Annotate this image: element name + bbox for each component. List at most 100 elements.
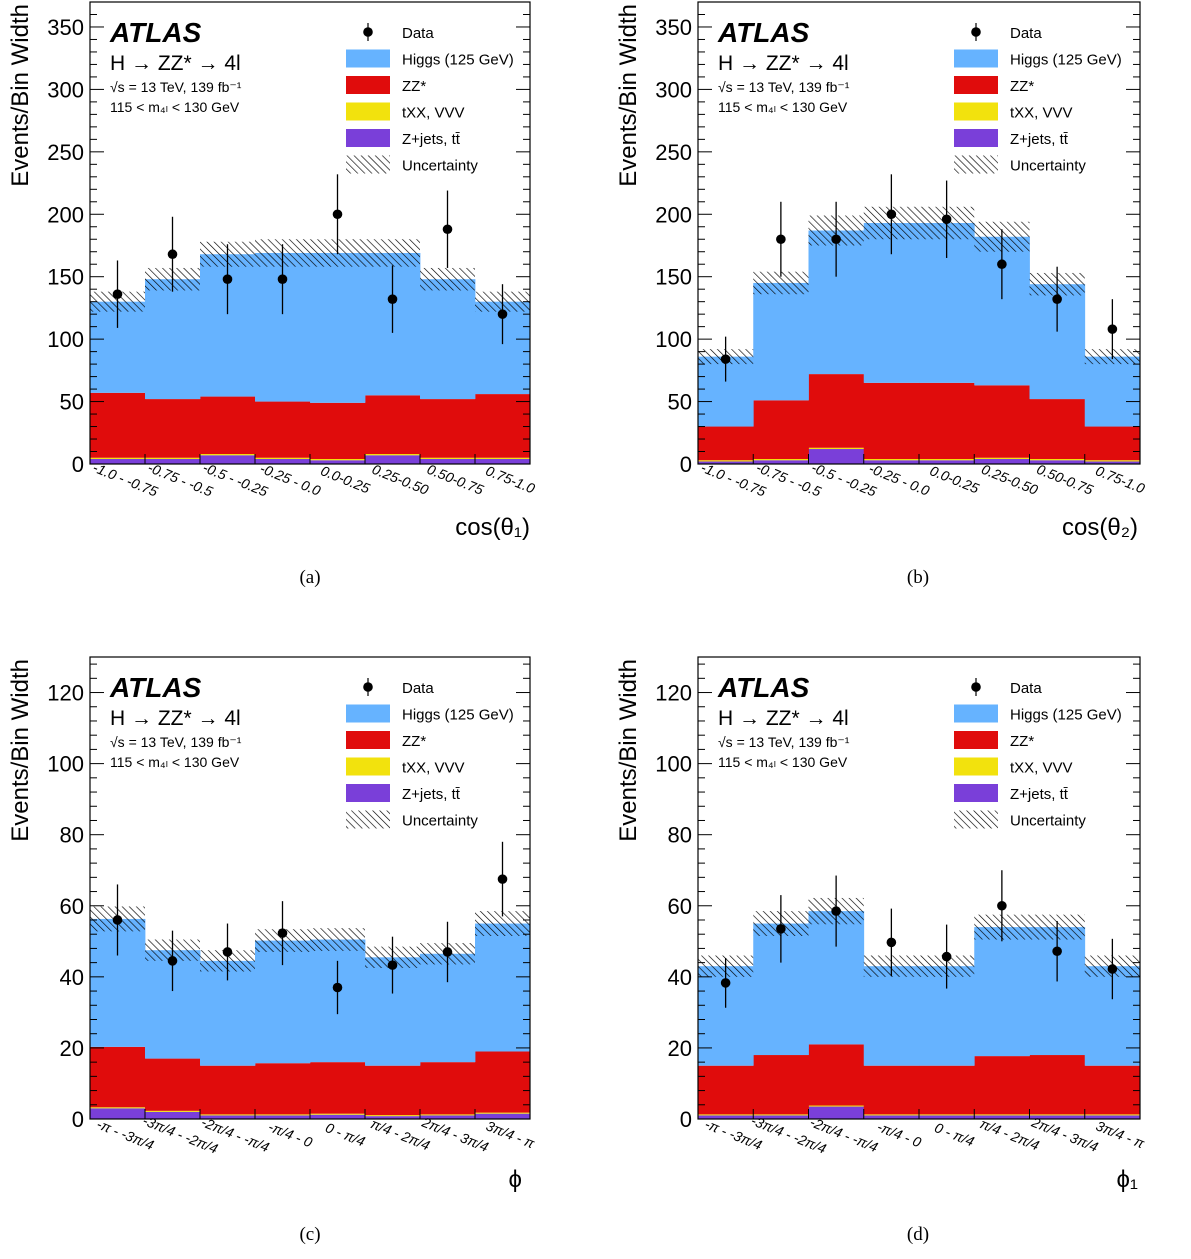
y-tick-label: 350 bbox=[47, 15, 84, 40]
bar-zjets-4 bbox=[255, 1115, 311, 1119]
data-point-4 bbox=[277, 928, 288, 938]
legend-label-higgs: Higgs (125 GeV) bbox=[1010, 52, 1122, 69]
bar-zjets-3 bbox=[200, 455, 256, 464]
legend-label-zz: ZZ* bbox=[402, 78, 426, 95]
bar-zjets-8 bbox=[1084, 461, 1141, 464]
legend-uncertainty-swatch bbox=[346, 810, 390, 829]
mass-window-label: 115 < m₄ₗ < 130 GeV bbox=[110, 99, 240, 115]
y-tick-label: 60 bbox=[60, 894, 84, 919]
legend-label-zjets: Z+jets, tt̄ bbox=[1010, 786, 1069, 803]
bar-txx-5 bbox=[310, 459, 366, 461]
bar-zjets-2 bbox=[753, 460, 809, 464]
bar-zz-8 bbox=[1084, 1065, 1141, 1115]
legend-label-unc: Uncertainty bbox=[402, 813, 478, 830]
y-tick-label: 80 bbox=[60, 823, 84, 848]
y-tick-label: 150 bbox=[47, 265, 84, 290]
panel-caption: (a) bbox=[299, 567, 320, 588]
data-point-3 bbox=[831, 234, 841, 245]
bar-txx-3 bbox=[808, 1105, 865, 1107]
data-point-1 bbox=[720, 978, 731, 988]
legend-label-unc: Uncertainty bbox=[402, 158, 478, 175]
x-tick-label: 0.50-0.75 bbox=[1035, 461, 1096, 498]
panel-caption: (d) bbox=[907, 1224, 929, 1245]
y-tick-label: 200 bbox=[655, 202, 692, 227]
bar-zjets-7 bbox=[420, 459, 476, 464]
data-point-1 bbox=[112, 289, 123, 299]
bar-zz-7 bbox=[1029, 399, 1086, 460]
y-tick-label: 0 bbox=[72, 452, 84, 477]
bar-txx-1 bbox=[698, 1114, 754, 1116]
y-tick-label: 0 bbox=[72, 1107, 84, 1132]
mass-window-label: 115 < m₄ₗ < 130 GeV bbox=[110, 754, 240, 770]
bar-zz-7 bbox=[1029, 1055, 1086, 1115]
bar-txx-5 bbox=[310, 1113, 366, 1115]
legend-uncertainty-swatch bbox=[954, 810, 998, 829]
bar-zz-5 bbox=[310, 402, 366, 460]
x-tick-label: 0.75-1.0 bbox=[484, 462, 538, 496]
bar-zjets-2 bbox=[753, 1115, 809, 1119]
bar-txx-4 bbox=[863, 1114, 920, 1116]
bar-zz-3 bbox=[200, 1065, 256, 1115]
legend-uncertainty-swatch bbox=[346, 155, 390, 174]
bar-txx-2 bbox=[145, 457, 201, 460]
bar-higgs-2 bbox=[753, 282, 809, 401]
legend-label-data: Data bbox=[402, 25, 434, 42]
data-point-3 bbox=[222, 947, 233, 957]
data-point-5 bbox=[941, 214, 952, 225]
x-tick-label: -0.25 - 0.0 bbox=[867, 460, 932, 499]
data-point-1 bbox=[720, 354, 731, 364]
legend-swatch-higgs bbox=[954, 49, 998, 68]
x-axis-label: ϕ bbox=[509, 1166, 522, 1193]
legend-label-zjets: Z+jets, tt̄ bbox=[402, 131, 461, 148]
bar-zjets-8 bbox=[1084, 1115, 1141, 1119]
legend-label-higgs: Higgs (125 GeV) bbox=[402, 52, 514, 69]
bar-zz-7 bbox=[420, 399, 476, 458]
data-point-3 bbox=[831, 906, 841, 916]
bar-zz-1 bbox=[698, 1065, 754, 1115]
bar-zz-6 bbox=[974, 385, 1030, 458]
bar-zz-5 bbox=[919, 1065, 975, 1115]
data-point-5 bbox=[332, 982, 343, 993]
x-tick-label: 0 - π/4 bbox=[323, 1119, 367, 1149]
bar-zjets-3 bbox=[808, 449, 865, 464]
y-tick-label: 250 bbox=[655, 140, 692, 165]
y-tick-label: 40 bbox=[60, 965, 84, 990]
bar-zz-3 bbox=[200, 396, 256, 455]
x-tick-label: 0 - π/4 bbox=[932, 1119, 976, 1149]
bar-zz-5 bbox=[310, 1062, 366, 1114]
y-tick-label: 20 bbox=[668, 1036, 692, 1061]
legend-label-txx: tXX, VVV bbox=[1010, 105, 1073, 122]
process-label: H → ZZ* → 4l bbox=[110, 52, 241, 75]
bar-zz-6 bbox=[365, 1065, 421, 1116]
bar-txx-7 bbox=[420, 457, 476, 460]
bar-txx-2 bbox=[753, 1114, 809, 1116]
bar-zjets-8 bbox=[475, 459, 531, 464]
bar-txx-6 bbox=[365, 1115, 421, 1117]
bar-zz-3 bbox=[808, 1044, 865, 1106]
y-tick-label: 120 bbox=[655, 681, 692, 706]
x-tick-label: 2π/4 - 3π/4 bbox=[419, 1113, 491, 1155]
data-point-3 bbox=[222, 274, 233, 285]
bar-higgs-5 bbox=[310, 252, 366, 403]
process-label: H → ZZ* → 4l bbox=[718, 707, 849, 730]
x-tick-label: 0.50-0.75 bbox=[425, 461, 486, 498]
y-tick-label: 100 bbox=[655, 752, 692, 777]
data-point-8 bbox=[497, 309, 508, 319]
y-axis-label: Events/Bin Width bbox=[615, 4, 642, 187]
energy-lumi-label: √s = 13 TeV, 139 fb⁻¹ bbox=[110, 734, 242, 750]
bar-zz-4 bbox=[863, 382, 920, 460]
legend-swatch-txx bbox=[346, 102, 390, 121]
legend-label-data: Data bbox=[1010, 25, 1042, 42]
x-tick-label: 3π/4 - π bbox=[484, 1117, 538, 1151]
data-point-5 bbox=[941, 951, 952, 962]
atlas-label: ATLAS bbox=[717, 17, 810, 48]
data-point-7 bbox=[1052, 294, 1062, 304]
energy-lumi-label: √s = 13 TeV, 139 fb⁻¹ bbox=[110, 79, 242, 95]
y-tick-label: 300 bbox=[47, 77, 84, 102]
bar-zjets-1 bbox=[90, 459, 146, 464]
bar-zjets-5 bbox=[310, 1114, 366, 1119]
bar-zjets-6 bbox=[365, 455, 421, 464]
y-tick-label: 150 bbox=[655, 265, 692, 290]
